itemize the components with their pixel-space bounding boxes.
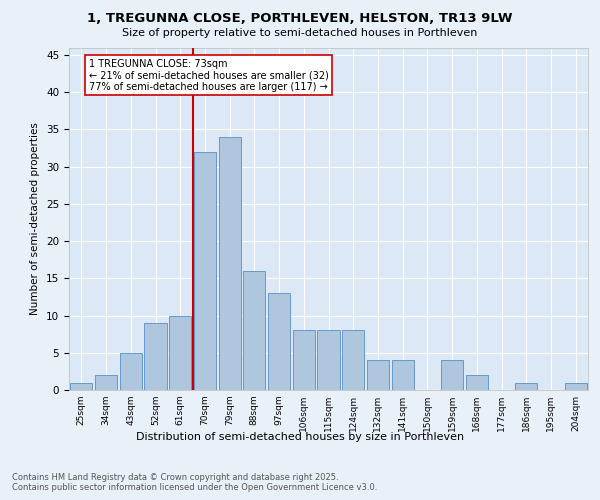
Text: Contains HM Land Registry data © Crown copyright and database right 2025.
Contai: Contains HM Land Registry data © Crown c… xyxy=(12,472,377,492)
Bar xyxy=(169,316,191,390)
Bar xyxy=(367,360,389,390)
Text: Size of property relative to semi-detached houses in Porthleven: Size of property relative to semi-detach… xyxy=(122,28,478,38)
Y-axis label: Number of semi-detached properties: Number of semi-detached properties xyxy=(31,122,40,315)
Bar xyxy=(119,353,142,390)
Bar xyxy=(293,330,315,390)
Bar xyxy=(565,382,587,390)
Bar xyxy=(145,323,167,390)
Bar xyxy=(243,271,265,390)
Text: Distribution of semi-detached houses by size in Porthleven: Distribution of semi-detached houses by … xyxy=(136,432,464,442)
Bar xyxy=(317,330,340,390)
Bar xyxy=(441,360,463,390)
Bar xyxy=(466,375,488,390)
Bar xyxy=(515,382,538,390)
Bar xyxy=(95,375,117,390)
Bar xyxy=(268,293,290,390)
Bar xyxy=(342,330,364,390)
Text: 1, TREGUNNA CLOSE, PORTHLEVEN, HELSTON, TR13 9LW: 1, TREGUNNA CLOSE, PORTHLEVEN, HELSTON, … xyxy=(87,12,513,26)
Bar xyxy=(218,137,241,390)
Text: 1 TREGUNNA CLOSE: 73sqm
← 21% of semi-detached houses are smaller (32)
77% of se: 1 TREGUNNA CLOSE: 73sqm ← 21% of semi-de… xyxy=(89,58,329,92)
Bar xyxy=(70,382,92,390)
Bar xyxy=(194,152,216,390)
Bar xyxy=(392,360,414,390)
